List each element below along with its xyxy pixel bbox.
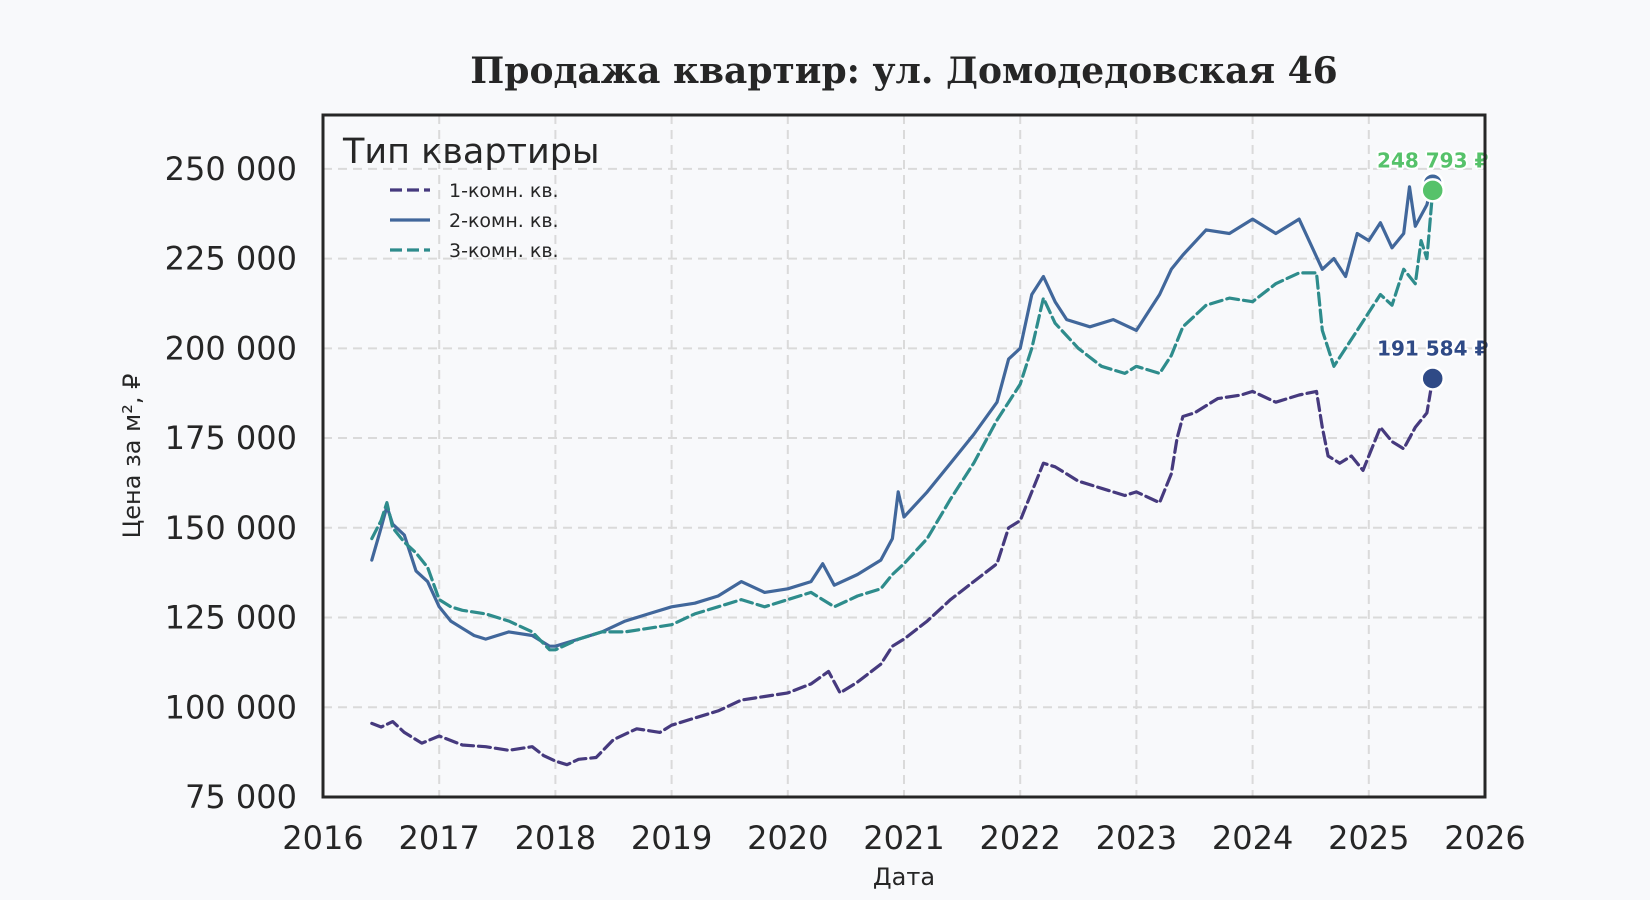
legend: Тип квартиры 1-комн. кв. 2-комн. кв. 3-ком… [342,132,600,262]
y-tick-label: 250 000 [165,150,297,188]
end-value-label-1: 191 584 ₽ [1377,337,1488,361]
x-axis-label: Дата [873,863,935,891]
series-line-1 [370,376,1435,767]
y-tick-label: 75 000 [185,778,297,816]
y-tick-label: 100 000 [165,688,297,726]
x-tick-label: 2023 [1096,819,1177,857]
end-label-marker-1 [1420,366,1445,391]
y-tick-label: 150 000 [165,509,297,547]
end-value-label-2: 248 793 ₽ [1377,148,1488,172]
legend-label-2: 2-комн. кв. [449,210,559,232]
x-tick-label: 2025 [1328,819,1409,857]
end-label-marker-2 [1420,178,1445,203]
x-tick-label: 2024 [1212,819,1293,857]
x-tick-label: 2017 [398,819,479,857]
grid-layer [323,115,1485,797]
y-tick-label: 175 000 [165,419,297,457]
legend-title: Тип квартиры [342,132,600,172]
x-tick-label: 2018 [515,819,596,857]
x-tick-label: 2026 [1444,819,1525,857]
series-line-2 [370,181,1435,648]
y-tick-label: 200 000 [165,329,297,367]
x-tick-label: 2016 [282,819,363,857]
legend-label-3: 3-комн. кв. [449,240,559,262]
chart-title: Продажа квартир: ул. Домодедовская 46 [470,50,1337,92]
markers-layer: 191 584 ₽ 248 793 ₽ [1375,146,1490,391]
series-layer [370,181,1435,767]
ticks-layer: 2016 2017 2018 2019 2020 2021 2022 2023 2024 2025… [165,150,1526,857]
x-tick-label: 2022 [979,819,1060,857]
x-tick-label: 2020 [747,819,828,857]
y-tick-label: 125 000 [165,599,297,637]
y-tick-label: 225 000 [165,240,297,278]
legend-label-1: 1-комн. кв. [449,180,559,202]
legend-items: 1-комн. кв. 2-комн. кв. 3-комн. кв. [390,180,559,262]
series-line-3 [370,188,1435,652]
x-tick-label: 2019 [631,819,712,857]
x-tick-label: 2021 [863,819,944,857]
plot-frame [321,113,1487,799]
y-axis-label: Цена за м², ₽ [118,374,146,539]
